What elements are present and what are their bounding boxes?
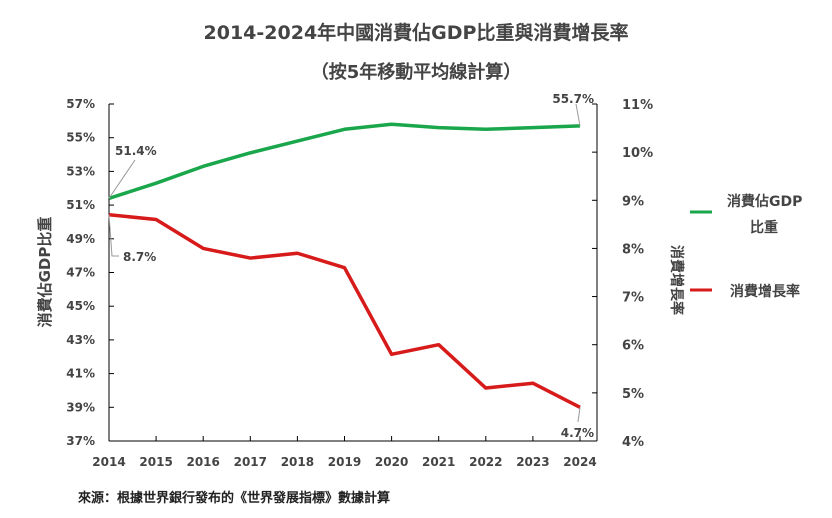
left-tick-label: 47% [66,266,95,280]
right-tick-label: 6% [622,339,644,354]
x-tick-label: 2015 [139,455,172,469]
annotation: 8.7% [123,250,156,264]
left-tick-label: 51% [66,198,95,212]
series-line-0 [108,122,581,201]
right-axis-label: 消費增長率 [668,245,685,315]
right-tick-label: 4% [622,435,644,450]
left-tick-label: 55% [66,131,95,145]
right-tick-label: 7% [622,291,644,306]
right-tick-label: 9% [622,194,644,209]
x-tick-label: 2023 [516,455,549,469]
x-tick-label: 2020 [375,455,408,469]
legend-label: 消費增長率 [730,283,800,300]
leader-line [575,103,581,126]
right-tick-label: 10% [622,146,653,161]
left-tick-label: 39% [66,400,95,414]
left-tick-label: 41% [66,367,95,381]
leader-line [108,214,119,257]
legend-label: 比重 [750,219,778,236]
legend-label: 消費佔GDP [727,193,802,210]
x-tick-label: 2016 [186,455,219,469]
chart-subtitle: （按5年移動平均線計算） [310,62,522,83]
annotation: 51.4% [115,144,157,158]
left-axis-label: 消費佔GDP比重 [36,217,54,328]
right-tick-label: 5% [622,387,644,402]
x-tick-label: 2024 [563,455,596,469]
x-tick-label: 2018 [281,455,314,469]
x-tick-label: 2017 [234,455,267,469]
left-tick-label: 57% [66,97,95,111]
x-tick-label: 2022 [469,455,502,469]
annotation: 4.7% [561,426,594,440]
left-tick-label: 43% [66,333,95,347]
leader-line [108,159,136,199]
left-tick-label: 53% [66,164,95,178]
source-note: 來源：根據世界銀行發布的《世界發展指標》數據計算 [78,491,391,506]
left-tick-label: 49% [66,232,95,246]
right-tick-label: 11% [622,98,653,113]
x-tick-label: 2019 [328,455,361,469]
chart-title: 2014-2024年中國消費佔GDP比重與消費增長率 [203,22,629,44]
annotation: 55.7% [552,92,594,106]
leader-line [577,407,581,423]
left-tick-label: 45% [66,299,95,313]
x-tick-label: 2014 [92,455,125,469]
right-tick-label: 8% [622,242,644,257]
x-tick-label: 2021 [422,455,455,469]
left-tick-label: 37% [66,434,95,448]
series-line-1 [108,212,581,409]
